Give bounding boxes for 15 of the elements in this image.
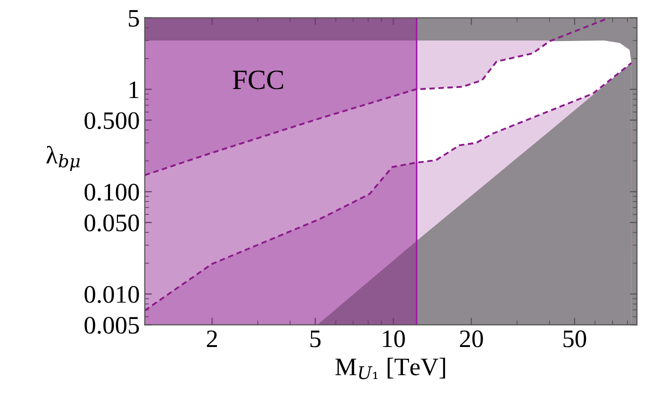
y-tick-label: 0.500 [84, 112, 139, 130]
y-tick-label: 0.100 [84, 184, 139, 201]
x-tick-label: 2 [206, 330, 217, 348]
band-label: FCC [232, 70, 284, 90]
y-tick-label: 0.050 [84, 214, 139, 232]
x-tick-label: 20 [460, 330, 483, 348]
y-axis-title: λ$_{bμ}$ [46, 146, 80, 171]
y-tick-label: 0.010 [84, 286, 139, 304]
y-tick-label: 0.005 [84, 316, 139, 334]
y-tick-label: 5 [128, 10, 139, 27]
x-axis-title: M$_{U₁}$ [TeV] [335, 358, 446, 380]
y-tick-label: 1 [130, 82, 138, 98]
x-tick-label: 10 [383, 330, 405, 348]
x-tick-label: 50 [564, 330, 586, 348]
x-tick-label: 5 [310, 330, 321, 348]
